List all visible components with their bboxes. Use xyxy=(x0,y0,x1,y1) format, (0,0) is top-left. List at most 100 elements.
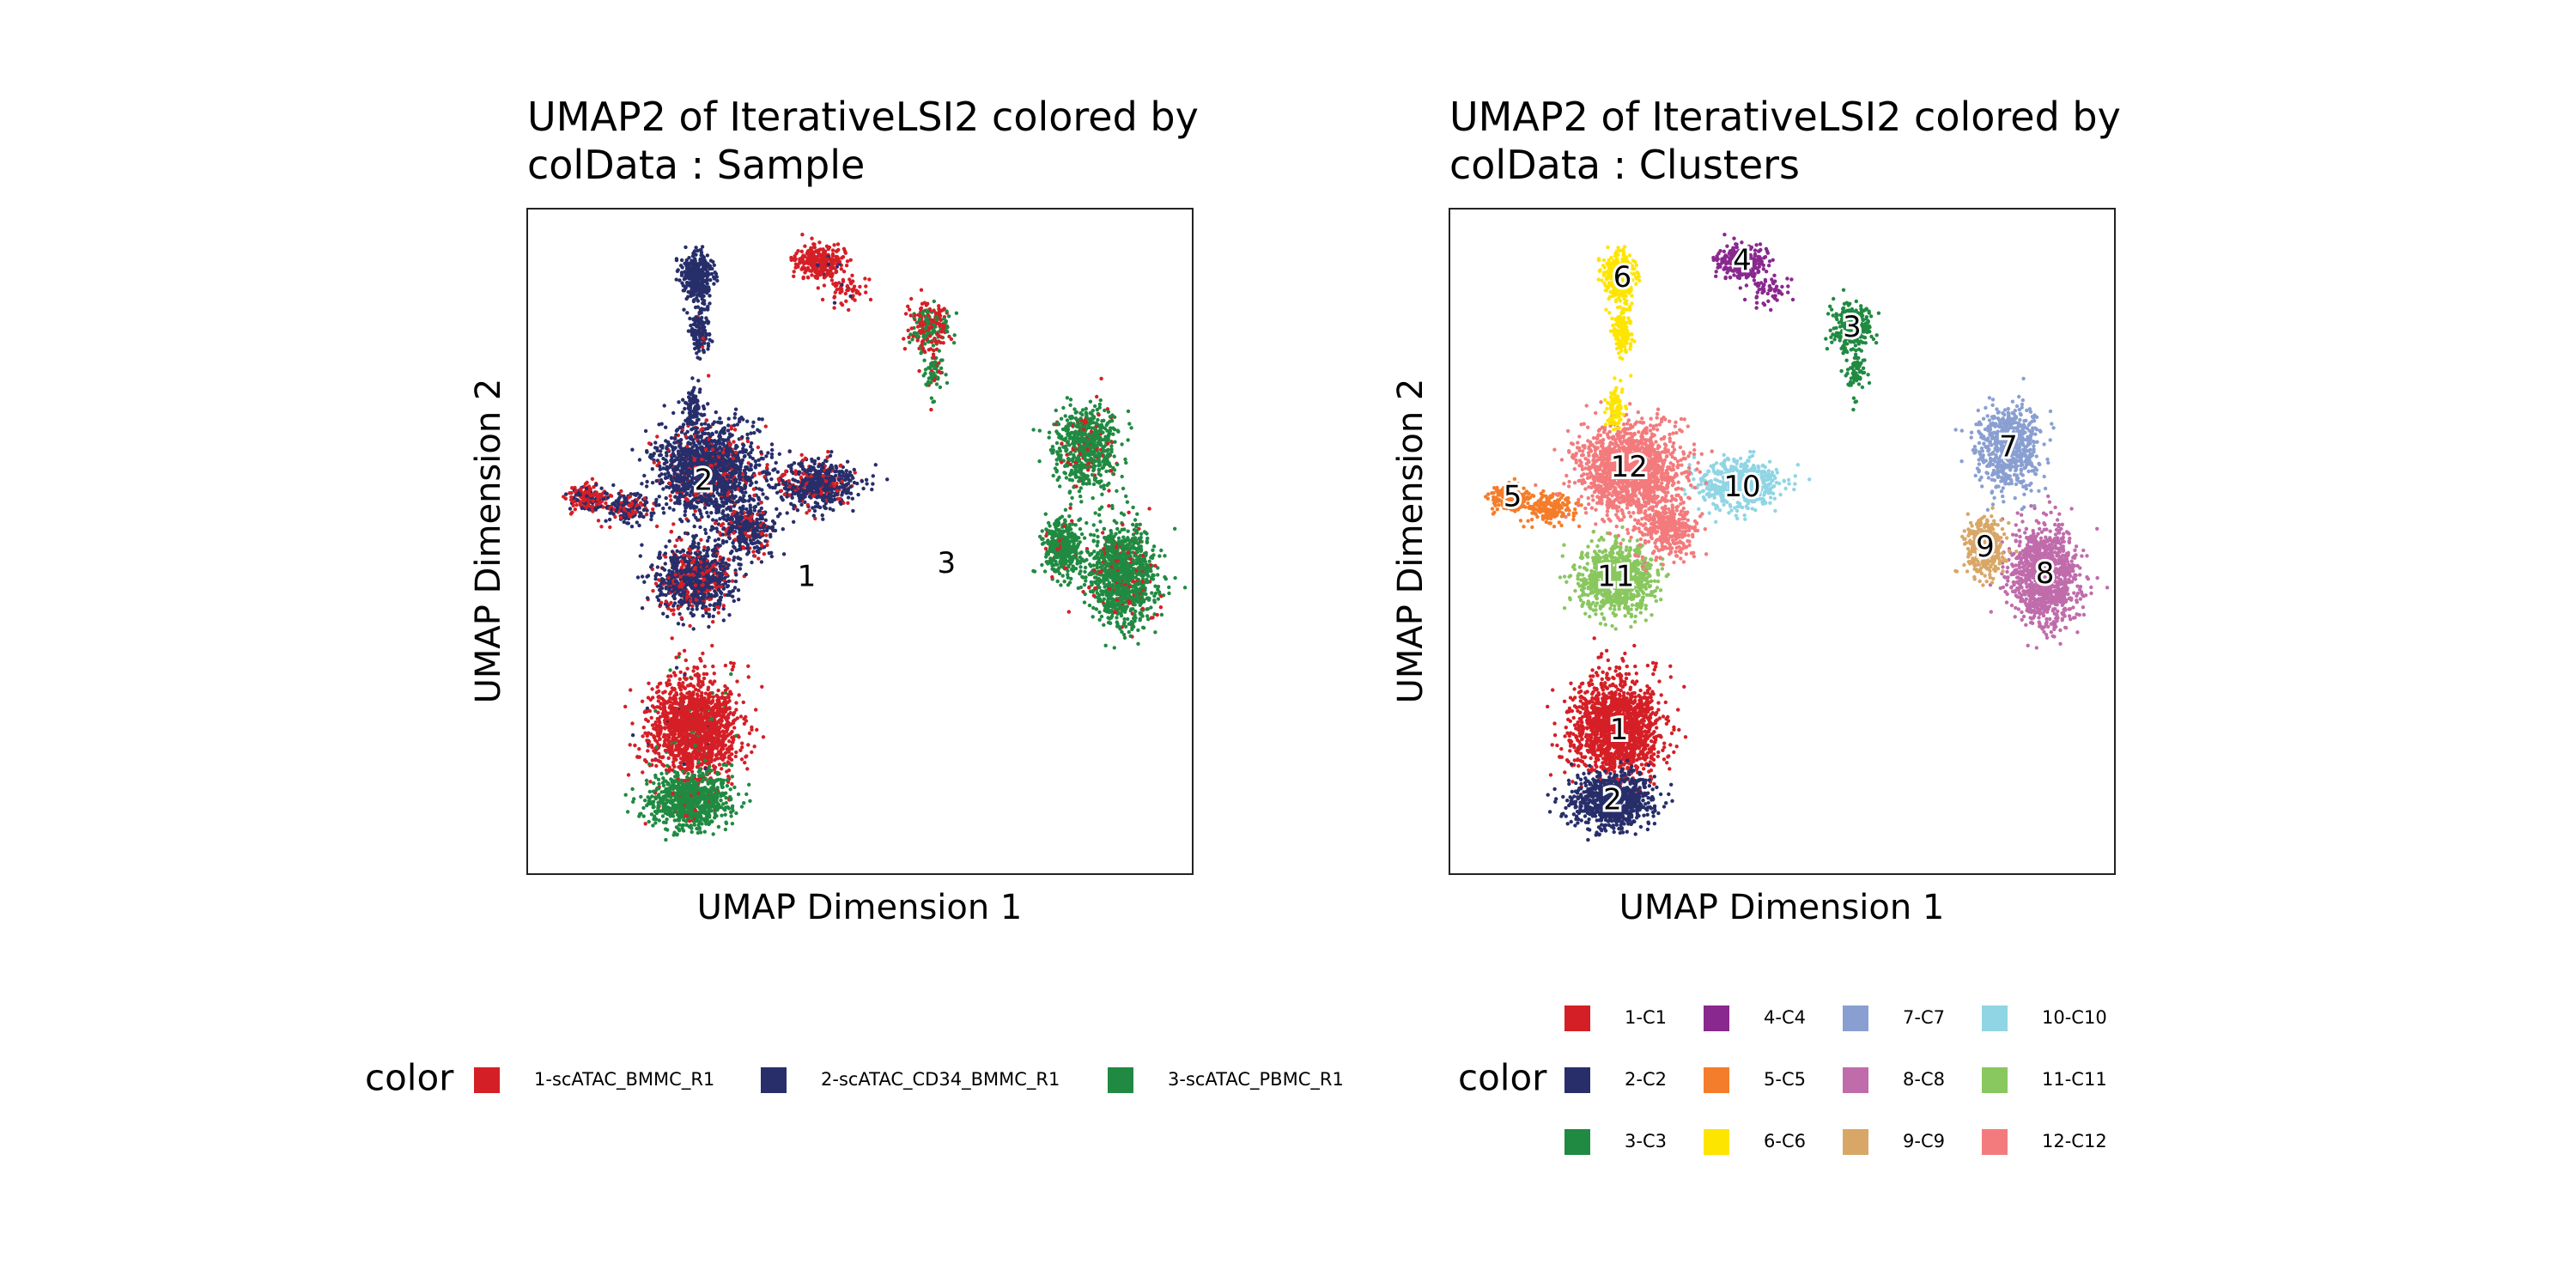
scatter-point xyxy=(739,805,744,809)
scatter-point xyxy=(630,787,635,792)
scatter-point xyxy=(1074,410,1079,415)
scatter-point xyxy=(829,278,835,283)
scatter-point xyxy=(917,368,921,374)
scatter-point xyxy=(684,726,690,731)
scatter-point xyxy=(677,817,682,822)
scatter-point xyxy=(673,794,678,799)
scatter-point xyxy=(819,265,824,270)
scatter-point xyxy=(710,712,714,716)
scatter-point xyxy=(929,340,934,344)
scatter-point xyxy=(1153,630,1157,635)
scatter-point xyxy=(696,720,700,724)
scatter-point xyxy=(647,681,651,685)
scatter-point xyxy=(1061,405,1066,410)
scatter-point xyxy=(1071,447,1075,452)
scatter-point xyxy=(697,713,702,718)
scatter-point xyxy=(1097,513,1102,517)
scatter-point xyxy=(707,731,711,736)
scatter-point xyxy=(761,735,766,739)
scatter-point xyxy=(708,277,713,283)
scatter-point xyxy=(742,721,747,726)
scatter-point xyxy=(674,825,679,829)
scatter-point xyxy=(650,758,654,762)
scatter-point xyxy=(1060,441,1064,446)
scatter-point xyxy=(1103,408,1107,413)
scatter-point xyxy=(828,272,832,276)
scatter-point xyxy=(699,247,703,252)
scatter-point xyxy=(796,249,800,253)
scatter-point xyxy=(657,728,661,732)
scatter-point xyxy=(1089,456,1094,461)
scatter-point xyxy=(1085,474,1091,478)
scatter-point xyxy=(645,738,649,743)
scatter-point xyxy=(836,247,841,252)
scatter-point xyxy=(1084,459,1089,463)
scatter-point xyxy=(692,665,696,670)
scatter-point xyxy=(939,366,944,370)
scatter-point xyxy=(730,775,734,779)
scatter-point xyxy=(683,245,688,250)
scatter-point xyxy=(718,702,722,706)
scatter-point xyxy=(738,714,744,719)
scatter-point xyxy=(691,299,696,304)
scatter-point xyxy=(926,313,931,318)
scatter-point xyxy=(659,798,664,802)
scatter-point xyxy=(746,664,750,668)
scatter-point xyxy=(724,821,729,826)
scatter-point xyxy=(1120,442,1124,447)
scatter-point xyxy=(724,730,728,734)
scatter-point xyxy=(817,253,821,258)
scatter-point xyxy=(679,805,683,810)
scatter-point xyxy=(747,782,751,787)
scatter-point xyxy=(698,679,702,683)
scatter-point xyxy=(626,521,630,526)
scatter-point xyxy=(650,723,655,727)
scatter-point xyxy=(717,762,722,767)
scatter-point xyxy=(710,643,714,648)
sample-title-line1: UMAP2 of IterativeLSI2 colored by xyxy=(527,94,1199,140)
scatter-point xyxy=(824,272,829,276)
scatter-point xyxy=(645,781,649,787)
scatter-point xyxy=(683,705,688,710)
scatter-point xyxy=(742,801,746,805)
scatter-point xyxy=(604,519,608,523)
scatter-point xyxy=(690,757,694,762)
scatter-point xyxy=(622,507,626,512)
scatter-point xyxy=(658,759,663,764)
scatter-point xyxy=(635,755,640,759)
scatter-point xyxy=(712,764,716,769)
scatter-point xyxy=(821,261,825,265)
scatter-point xyxy=(1082,463,1087,467)
scatter-point xyxy=(684,258,689,263)
scatter-point xyxy=(690,773,695,777)
scatter-point xyxy=(932,355,937,361)
scatter-point xyxy=(684,747,689,751)
scatter-point xyxy=(818,247,823,252)
scatter-point xyxy=(701,683,705,687)
scatter-point xyxy=(909,296,914,301)
scatter-point xyxy=(643,731,647,735)
scatter-point xyxy=(666,674,671,678)
scatter-point xyxy=(678,738,683,743)
scatter-point xyxy=(1071,416,1075,420)
scatter-point xyxy=(707,696,711,702)
scatter-point xyxy=(639,794,643,799)
scatter-point xyxy=(1066,440,1071,444)
scatter-point xyxy=(651,789,656,793)
scatter-point xyxy=(685,775,690,780)
scatter-point xyxy=(625,810,630,814)
scatter-point xyxy=(714,753,718,757)
scatter-point xyxy=(912,331,916,336)
scatter-point xyxy=(702,739,706,744)
scatter-point xyxy=(637,514,642,519)
scatter-point xyxy=(601,497,606,501)
scatter-point xyxy=(665,763,670,768)
scatter-point xyxy=(1097,458,1102,462)
scatter-point xyxy=(702,264,706,270)
scatter-point xyxy=(1127,422,1132,426)
scatter-point xyxy=(710,732,714,736)
scatter-point xyxy=(681,823,686,828)
scatter-point xyxy=(720,813,724,817)
scatter-point xyxy=(719,798,723,803)
scatter-point xyxy=(743,761,747,765)
